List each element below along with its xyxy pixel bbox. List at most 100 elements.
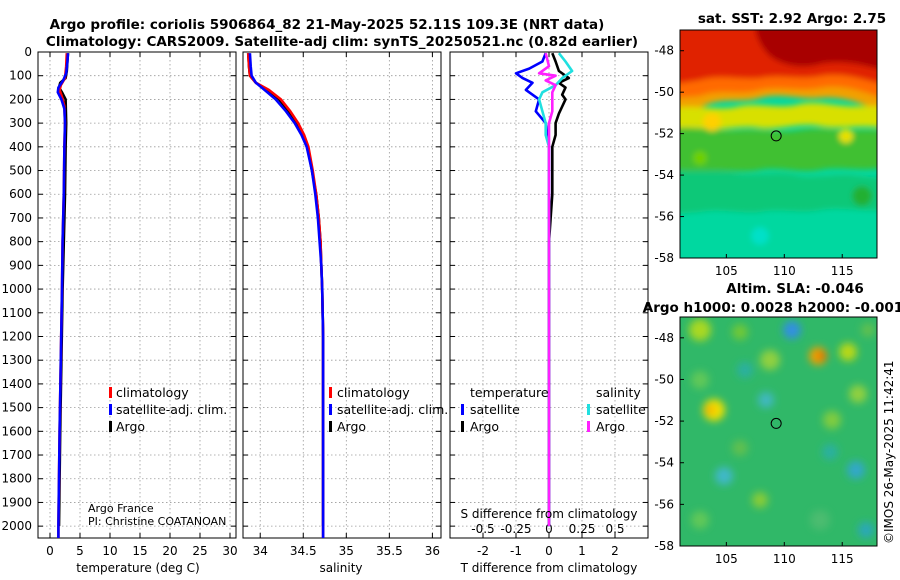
y-tick-label: 1000 xyxy=(1,282,32,296)
map-y-tick-label: -54 xyxy=(654,168,674,182)
y-tick-label: 1400 xyxy=(1,377,32,391)
sla-argo-marker xyxy=(770,417,782,429)
sla-title-1: Altim. SLA: -0.046 xyxy=(726,281,863,297)
watermark: ©IMOS 26-May-2025 11:42:41 xyxy=(882,360,896,544)
credit-line-2: PI: Christine COATANOAN xyxy=(88,515,226,528)
x-tick-label: -2 xyxy=(477,544,489,558)
legend-swatch-s-satellite xyxy=(587,404,590,415)
x-tick-label: 10 xyxy=(102,544,117,558)
axes-frame xyxy=(242,51,442,539)
legend-swatch-climatology xyxy=(329,387,332,398)
map-y-tick-label: -52 xyxy=(654,127,674,141)
temperature-axes: 0 5 10 15 20 25 300100200300400500600700800900… xyxy=(1,45,237,558)
y-tick-label: 400 xyxy=(9,140,32,154)
y-tick-label: 1700 xyxy=(1,448,32,462)
legend-swatch-argo xyxy=(109,421,112,432)
x-tick-label: 0 xyxy=(545,544,553,558)
x-tick-label: 2 xyxy=(611,544,619,558)
legend-climatology: climatology xyxy=(116,385,189,400)
axes-frame xyxy=(37,51,237,539)
y-tick-label: 700 xyxy=(9,211,32,225)
title-line-2: Climatology: CARS2009. Satellite-adj cli… xyxy=(46,34,638,50)
secondary-tick-label: 0.25 xyxy=(569,522,596,536)
map-x-tick-label: 110 xyxy=(773,264,796,278)
sst-field xyxy=(680,30,877,258)
x-tick-label: 20 xyxy=(162,544,177,558)
secondary-tick-label: -0.25 xyxy=(500,522,531,536)
secondary-tick-label: 0.5 xyxy=(605,522,624,536)
y-tick-label: 1800 xyxy=(1,472,32,486)
legend-satellite: satellite-adj. clim. xyxy=(337,402,448,417)
salinity-legend: climatology satellite-adj. clim. Argo xyxy=(329,385,448,434)
legend-swatch-s-argo xyxy=(587,421,590,432)
sst-map: 105 110 115 -48 -50 -52 -54 -56 -58 xyxy=(654,29,878,278)
legend-swatch-satellite xyxy=(109,404,112,415)
y-tick-label: 1300 xyxy=(1,353,32,367)
series-line-satellite-adj-clim- xyxy=(248,53,325,538)
legend-salinity-title: salinity xyxy=(596,385,641,400)
y-tick-label: 1100 xyxy=(1,306,32,320)
sla-title-2: Argo h1000: 0.0028 h2000: -0.001 xyxy=(643,300,900,316)
map-y-tick-label: -56 xyxy=(654,497,674,511)
legend-climatology: climatology xyxy=(337,385,410,400)
y-tick-label: 600 xyxy=(9,187,32,201)
sla-field xyxy=(680,317,877,546)
secondary-tick-label: -0.5 xyxy=(471,522,494,536)
difference-axes: -2 -1 0 1 2 -0.5 -0.25 0 0.25 0.5 xyxy=(449,51,649,558)
legend-temperature-title: temperature xyxy=(470,385,549,400)
x-tick-label: 30 xyxy=(222,544,237,558)
map-y-tick-label: -54 xyxy=(654,456,674,470)
x-tick-label: 15 xyxy=(132,544,147,558)
x-tick-label: 5 xyxy=(76,544,84,558)
series-line-t-satellite xyxy=(514,52,551,527)
series-line-satellite-adj-clim- xyxy=(56,53,70,538)
y-tick-label: 0 xyxy=(24,45,32,59)
legend-swatch-t-argo xyxy=(461,421,464,432)
sst-title: sat. SST: 2.92 Argo: 2.75 xyxy=(698,11,886,27)
legend-swatch-t-satellite xyxy=(461,404,464,415)
x-tick-label: 1 xyxy=(578,544,586,558)
legend-argo: Argo xyxy=(337,419,366,434)
map-x-tick-label: 105 xyxy=(715,552,738,566)
difference-top-label: S difference from climatology xyxy=(461,507,638,521)
map-x-tick-label: 115 xyxy=(831,264,854,278)
map-x-tick-label: 110 xyxy=(773,552,796,566)
y-tick-label: 300 xyxy=(9,116,32,130)
temperature-legend: climatology satellite-adj. clim. Argo xyxy=(109,385,227,434)
y-tick-label: 1500 xyxy=(1,401,32,415)
legend-t-satellite: satellite xyxy=(470,402,520,417)
map-y-tick-label: -56 xyxy=(654,210,674,224)
map-y-tick-label: -48 xyxy=(654,331,674,345)
x-tick-label: 0 xyxy=(46,544,54,558)
difference-xlabel: T difference from climatology xyxy=(460,561,638,575)
salinity-xlabel: salinity xyxy=(319,561,362,575)
sla-map: 105 110 115 -48 -50 -52 -54 -56 -58 xyxy=(654,316,878,566)
y-tick-label: 100 xyxy=(9,69,32,83)
legend-satellite: satellite-adj. clim. xyxy=(116,402,227,417)
x-tick-label: 35 xyxy=(339,544,354,558)
legend-swatch-satellite xyxy=(329,404,332,415)
legend-argo: Argo xyxy=(116,419,145,434)
x-tick-label: 36 xyxy=(425,544,440,558)
title-line-1: Argo profile: coriolis 5906864_82 21-May… xyxy=(50,17,605,33)
x-tick-label: -1 xyxy=(510,544,522,558)
series-line-s-argo xyxy=(537,52,557,527)
map-x-tick-label: 115 xyxy=(831,552,854,566)
map-y-tick-label: -50 xyxy=(654,372,674,386)
temperature-xlabel: temperature (deg C) xyxy=(76,561,199,575)
x-tick-label: 25 xyxy=(192,544,207,558)
y-tick-label: 1900 xyxy=(1,495,32,509)
map-y-tick-label: -58 xyxy=(654,251,674,265)
legend-t-argo: Argo xyxy=(470,419,499,434)
x-tick-label: 34 xyxy=(253,544,268,558)
salinity-axes: 34 34.5 35 35.5 36 xyxy=(242,51,442,558)
map-x-tick-label: 105 xyxy=(715,264,738,278)
y-tick-label: 1600 xyxy=(1,424,32,438)
credit-line-1: Argo France xyxy=(88,502,154,515)
x-tick-label: 34.5 xyxy=(290,544,317,558)
y-tick-label: 200 xyxy=(9,92,32,106)
map-y-tick-label: -50 xyxy=(654,85,674,99)
sst-argo-marker xyxy=(770,130,782,142)
difference-legend: temperature salinity satellite Argo sate… xyxy=(461,385,646,434)
